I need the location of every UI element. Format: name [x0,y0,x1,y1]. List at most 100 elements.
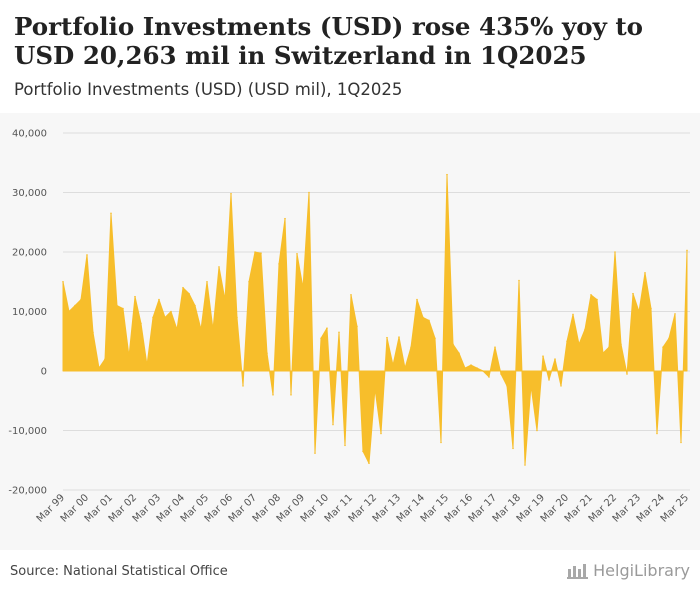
data-point [188,292,190,295]
library-icon [567,563,589,579]
data-point [410,346,412,348]
data-point [686,249,688,252]
brand-name: HelgiLibrary [593,561,690,580]
data-point [332,423,334,426]
data-point [290,394,292,396]
data-point [434,337,436,340]
data-point [404,367,406,369]
data-point [266,352,268,354]
data-point [122,307,124,310]
data-point [398,336,400,338]
data-point [668,337,670,340]
data-point [278,263,280,265]
data-point [656,432,658,435]
data-point [536,429,538,432]
data-point [584,328,586,331]
data-point [248,280,250,283]
data-point [524,464,526,466]
data-point [212,328,214,331]
data-point [374,388,376,390]
y-tick-label: -20,000 [8,486,47,497]
data-point [92,331,94,334]
data-point [506,385,508,387]
data-point [254,251,256,253]
data-point [272,394,274,396]
data-point [602,352,604,354]
data-point [68,310,70,313]
data-point [260,252,262,254]
data-point [560,385,562,387]
data-point [446,173,448,176]
data-point [242,385,244,387]
data-point [308,191,310,194]
data-point [632,292,634,295]
y-tick-label: 10,000 [12,307,47,318]
data-point [362,450,364,453]
data-point [386,336,388,339]
data-point [380,432,382,435]
data-point [74,304,76,307]
data-point [80,298,82,301]
y-tick-label: 20,000 [12,248,47,259]
data-point [566,340,568,343]
data-point [680,441,682,444]
data-point [86,254,88,256]
data-point [98,367,100,369]
data-point [608,346,610,348]
data-point [314,452,316,454]
data-point [170,310,172,313]
data-point [236,316,238,319]
data-point [500,373,502,375]
data-point [158,298,160,301]
y-tick-label: -10,000 [8,426,47,437]
data-point [674,313,676,315]
data-point [590,294,592,296]
data-point [416,298,418,301]
data-point [470,364,472,366]
data-point [518,279,520,282]
data-point [326,327,328,329]
data-point [638,310,640,313]
data-point [146,364,148,366]
y-tick-label: 30,000 [12,188,47,199]
data-point [392,364,394,366]
data-point [542,355,544,357]
data-point [452,343,454,346]
data-point [428,319,430,322]
chart-subtitle: Portfolio Investments (USD) (USD mil), 1… [14,80,403,99]
area-chart: 40,00030,00020,00010,0000-10,000-20,000M… [8,129,691,525]
data-point [614,251,616,253]
chart-area: 40,000 30,000 20,000 10,000 0 -10,000 -20,000 M… [0,113,700,550]
data-point [368,462,370,465]
data-point [476,367,478,369]
data-point [104,358,106,360]
data-point [200,328,202,331]
data-point [152,316,154,319]
data-point [644,272,646,274]
data-point [548,379,550,381]
data-point [110,212,112,215]
data-point [626,373,628,375]
data-point [596,298,598,301]
data-point [662,346,664,348]
data-point [320,337,322,340]
data-point [356,325,358,328]
brand-logo: HelgiLibrary [567,561,690,580]
data-point [302,286,304,289]
data-point [194,304,196,307]
y-tick-label: 0 [41,367,47,378]
data-point [422,316,424,319]
data-point [530,385,532,387]
data-point [284,217,286,220]
data-point [494,346,496,348]
data-point [458,352,460,354]
data-point [128,355,130,357]
data-point [482,370,484,372]
data-point [218,266,220,268]
data-point [350,294,352,296]
data-point [206,280,208,283]
data-point [134,295,136,298]
data-point [440,441,442,444]
data-point [512,447,514,450]
data-point [554,358,556,360]
